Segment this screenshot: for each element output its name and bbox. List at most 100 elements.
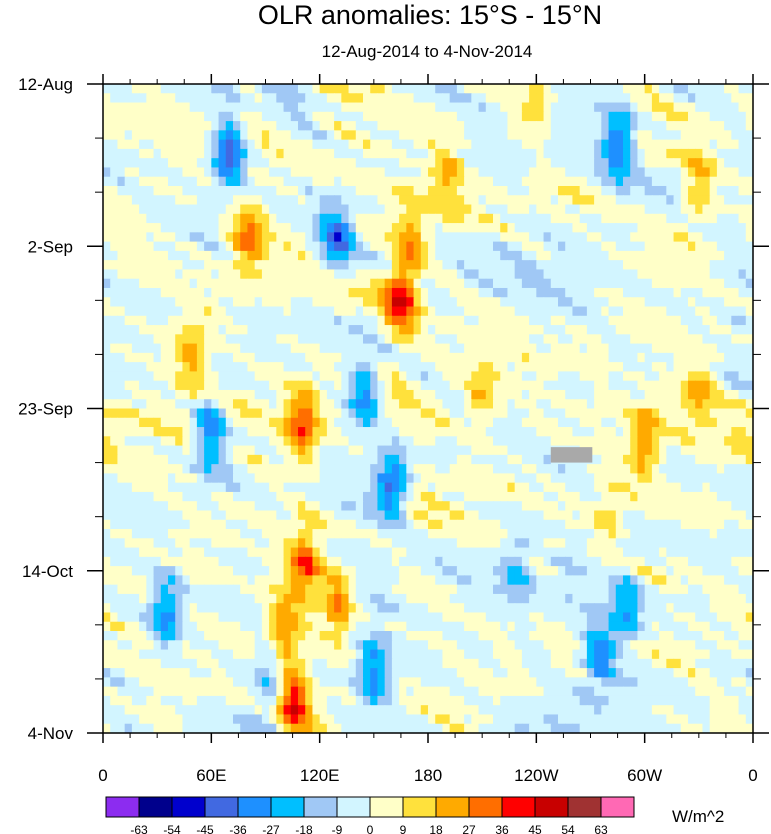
anomaly-cell — [558, 482, 566, 493]
anomaly-cell — [225, 84, 234, 94]
anomaly-cell — [233, 297, 241, 308]
anomaly-cell — [695, 473, 704, 484]
anomaly-cell — [298, 195, 306, 206]
anomaly-cell — [131, 306, 140, 317]
anomaly-cell — [572, 315, 581, 326]
anomaly-cell — [377, 566, 386, 576]
anomaly-cell — [731, 454, 740, 465]
anomaly-cell — [550, 93, 559, 104]
anomaly-cell — [724, 111, 732, 122]
anomaly-cell — [391, 111, 400, 122]
anomaly-cell — [724, 232, 732, 243]
anomaly-cell — [319, 93, 328, 104]
anomaly-cell — [139, 195, 147, 206]
anomaly-cell — [370, 566, 379, 576]
anomaly-cell — [131, 250, 140, 261]
anomaly-cell — [269, 593, 277, 604]
anomaly-cell — [673, 232, 682, 243]
anomaly-cell — [659, 260, 667, 271]
anomaly-cell — [269, 111, 277, 122]
anomaly-cell — [594, 510, 602, 521]
anomaly-cell — [269, 315, 277, 326]
anomaly-cell — [724, 278, 732, 289]
anomaly-cell — [493, 158, 501, 169]
anomaly-cell — [406, 538, 415, 549]
anomaly-cell — [673, 130, 682, 141]
anomaly-cell — [464, 130, 472, 141]
anomaly-cell — [305, 250, 314, 261]
anomaly-cell — [204, 148, 212, 159]
anomaly-cell — [738, 575, 747, 586]
anomaly-cell — [363, 343, 371, 354]
anomaly-cell — [601, 158, 610, 169]
anomaly-cell — [716, 464, 725, 474]
anomaly-cell — [666, 223, 675, 233]
anomaly-cell — [731, 399, 740, 410]
anomaly-cell — [471, 121, 480, 131]
anomaly-cell — [586, 148, 595, 159]
anomaly-cell — [623, 269, 631, 280]
anomaly-cell — [110, 519, 119, 530]
anomaly-cell — [709, 417, 718, 428]
anomaly-cell — [139, 556, 147, 567]
anomaly-cell — [341, 334, 350, 345]
anomaly-cell — [464, 427, 472, 437]
anomaly-cell — [175, 464, 184, 474]
anomaly-cell — [348, 241, 357, 252]
anomaly-cell — [117, 491, 126, 502]
anomaly-cell — [103, 93, 111, 104]
anomaly-cell — [558, 575, 566, 586]
anomaly-cell — [709, 195, 718, 206]
anomaly-cell — [319, 491, 328, 502]
anomaly-cell — [579, 436, 588, 447]
anomaly-cell — [507, 464, 516, 474]
anomaly-cell — [225, 269, 234, 280]
anomaly-cell — [312, 417, 321, 428]
anomaly-cell — [651, 84, 660, 94]
anomaly-cell — [363, 306, 371, 317]
anomaly-cell — [391, 334, 400, 345]
anomaly-cell — [536, 352, 545, 363]
anomaly-cell — [110, 352, 119, 363]
anomaly-cell — [586, 195, 595, 206]
anomaly-cell — [644, 93, 653, 104]
anomaly-cell — [204, 473, 212, 484]
anomaly-cell — [709, 547, 718, 558]
anomaly-cell — [485, 362, 494, 373]
anomaly-cell — [435, 538, 444, 549]
anomaly-cell — [319, 436, 328, 447]
anomaly-cell — [428, 343, 436, 354]
anomaly-cell — [117, 250, 126, 261]
anomaly-cell — [442, 529, 451, 539]
anomaly-cell — [406, 454, 415, 465]
anomaly-cell — [623, 102, 631, 113]
anomaly-cell — [724, 547, 732, 558]
anomaly-cell — [196, 139, 205, 150]
anomaly-cell — [110, 250, 119, 261]
anomaly-cell — [673, 287, 682, 298]
anomaly-cell — [312, 315, 321, 326]
anomaly-cell — [745, 566, 754, 576]
anomaly-cell — [283, 538, 292, 549]
anomaly-cell — [334, 408, 342, 419]
anomaly-cell — [500, 111, 509, 122]
anomaly-cell — [377, 111, 386, 122]
anomaly-cell — [189, 519, 198, 530]
anomaly-cell — [435, 362, 444, 373]
anomaly-cell — [211, 185, 220, 196]
anomaly-cell — [745, 399, 754, 410]
anomaly-cell — [334, 139, 342, 150]
anomaly-cell — [334, 482, 342, 493]
anomaly-cell — [247, 445, 256, 456]
anomaly-cell — [493, 167, 501, 178]
anomaly-cell — [644, 371, 653, 382]
anomaly-cell — [298, 556, 306, 567]
anomaly-cell — [420, 408, 429, 419]
anomaly-cell — [608, 510, 617, 521]
anomaly-cell — [464, 306, 472, 317]
anomaly-cell — [637, 278, 646, 289]
anomaly-cell — [312, 167, 321, 178]
anomaly-cell — [529, 371, 537, 382]
anomaly-cell — [565, 464, 574, 474]
anomaly-cell — [384, 111, 393, 122]
